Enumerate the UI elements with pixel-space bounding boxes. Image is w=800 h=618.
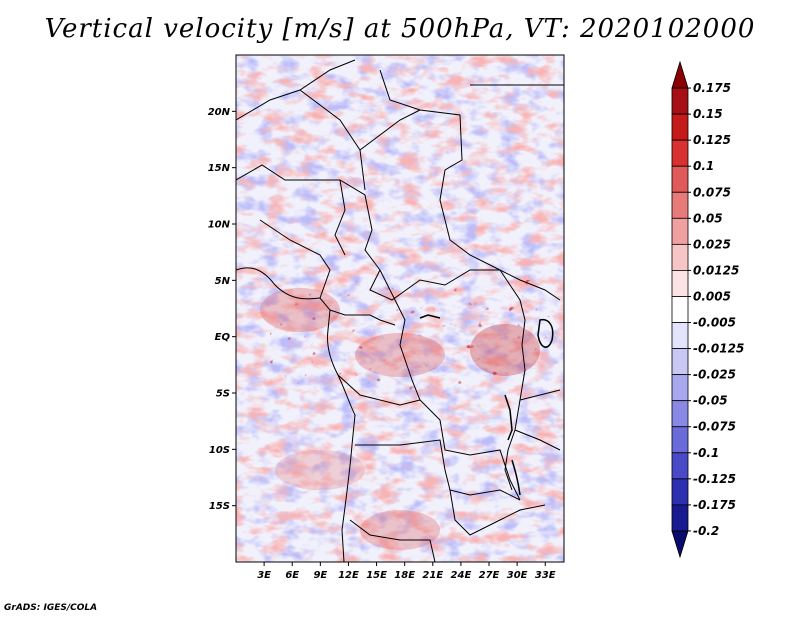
lat-tick-label: 10N bbox=[208, 220, 231, 231]
colorbar-label: -0.175 bbox=[693, 498, 736, 512]
lon-tick-label: 9E bbox=[313, 570, 327, 581]
grads-credit: GrADS: IGES/COLA bbox=[4, 603, 98, 613]
colorbar-lower-extension bbox=[671, 530, 689, 559]
lon-tick-label: 27E bbox=[479, 570, 500, 581]
colorbar-segment bbox=[671, 426, 689, 454]
colorbar-segment bbox=[671, 348, 689, 376]
colorbar-label: -0.2 bbox=[693, 524, 719, 538]
lon-tick-label: 18E bbox=[394, 570, 415, 581]
chart-title: Vertical velocity [m/s] at 500hPa, VT: 2… bbox=[44, 14, 756, 44]
colorbar-label: 0.005 bbox=[693, 289, 731, 303]
colorbar-label: 0.0125 bbox=[693, 263, 739, 277]
colorbar-upper-extension bbox=[671, 60, 689, 89]
colorbar-segment bbox=[671, 400, 689, 428]
colorbar-segment bbox=[671, 87, 689, 115]
country-borders bbox=[236, 59, 564, 562]
colorbar-label: 0.025 bbox=[693, 237, 731, 251]
colorbar-label: 0.125 bbox=[693, 133, 731, 147]
colorbar-segment bbox=[671, 374, 689, 402]
colorbar-segment bbox=[671, 217, 689, 245]
lon-tick-label: 15E bbox=[366, 570, 387, 581]
colorbar-label: -0.1 bbox=[693, 446, 719, 460]
lakes bbox=[419, 314, 554, 496]
colorbar-segment bbox=[671, 139, 689, 167]
lon-tick-label: 33E bbox=[535, 570, 556, 581]
colorbar-label: 0.075 bbox=[693, 185, 731, 199]
lon-tick-label: 6E bbox=[285, 570, 299, 581]
colorbar-label: 0.1 bbox=[693, 159, 714, 173]
colorbar-segment bbox=[671, 504, 689, 532]
lon-tick-label: 24E bbox=[451, 570, 472, 581]
colorbar-label: -0.05 bbox=[693, 394, 728, 408]
colorbar-label: -0.0125 bbox=[693, 342, 744, 356]
colorbar-segment bbox=[671, 243, 689, 271]
colorbar-segment bbox=[671, 452, 689, 480]
colorbar-label: 0.175 bbox=[693, 81, 731, 95]
colorbar-label: -0.075 bbox=[693, 420, 736, 434]
colorbar-label: -0.005 bbox=[693, 316, 736, 330]
longitude-axis: 3E 6E 9E 12E 15E 18E 21E 24E 27E 30E 33E bbox=[257, 562, 556, 581]
lat-tick-label: 15S bbox=[209, 501, 230, 512]
colorbar-label: 0.05 bbox=[693, 211, 723, 225]
lat-tick-label: 5N bbox=[215, 276, 231, 287]
lat-tick-label: EQ bbox=[215, 332, 231, 343]
lat-tick-label: 10S bbox=[209, 445, 230, 456]
colorbar-segment bbox=[671, 165, 689, 193]
colorbar-label: -0.125 bbox=[693, 472, 736, 486]
colorbar-segment bbox=[671, 478, 689, 506]
lon-tick-label: 21E bbox=[422, 570, 443, 581]
latitude-axis: 20N 15N 10N 5N EQ 5S 10S 15S bbox=[208, 107, 236, 512]
colorbar-label: -0.025 bbox=[693, 368, 736, 382]
colorbar-label: 0.15 bbox=[693, 107, 723, 121]
colorbar-segment bbox=[671, 296, 689, 323]
lat-tick-label: 15N bbox=[208, 163, 231, 174]
lat-tick-label: 20N bbox=[208, 107, 231, 118]
lon-tick-label: 30E bbox=[507, 570, 528, 581]
lon-tick-label: 12E bbox=[338, 570, 359, 581]
lat-tick-label: 5S bbox=[216, 389, 230, 400]
colorbar-segment bbox=[671, 270, 689, 297]
colorbar-segment bbox=[671, 113, 689, 141]
lon-tick-label: 3E bbox=[257, 570, 271, 581]
colorbar: 0.175 0.15 0.125 0.1 0.075 0.05 0.025 0.0125 0.0… bbox=[671, 60, 744, 559]
colorbar-segment bbox=[671, 322, 689, 349]
vertical-velocity-field bbox=[236, 55, 564, 562]
colorbar-segment bbox=[671, 191, 689, 219]
map-frame bbox=[235, 54, 565, 563]
